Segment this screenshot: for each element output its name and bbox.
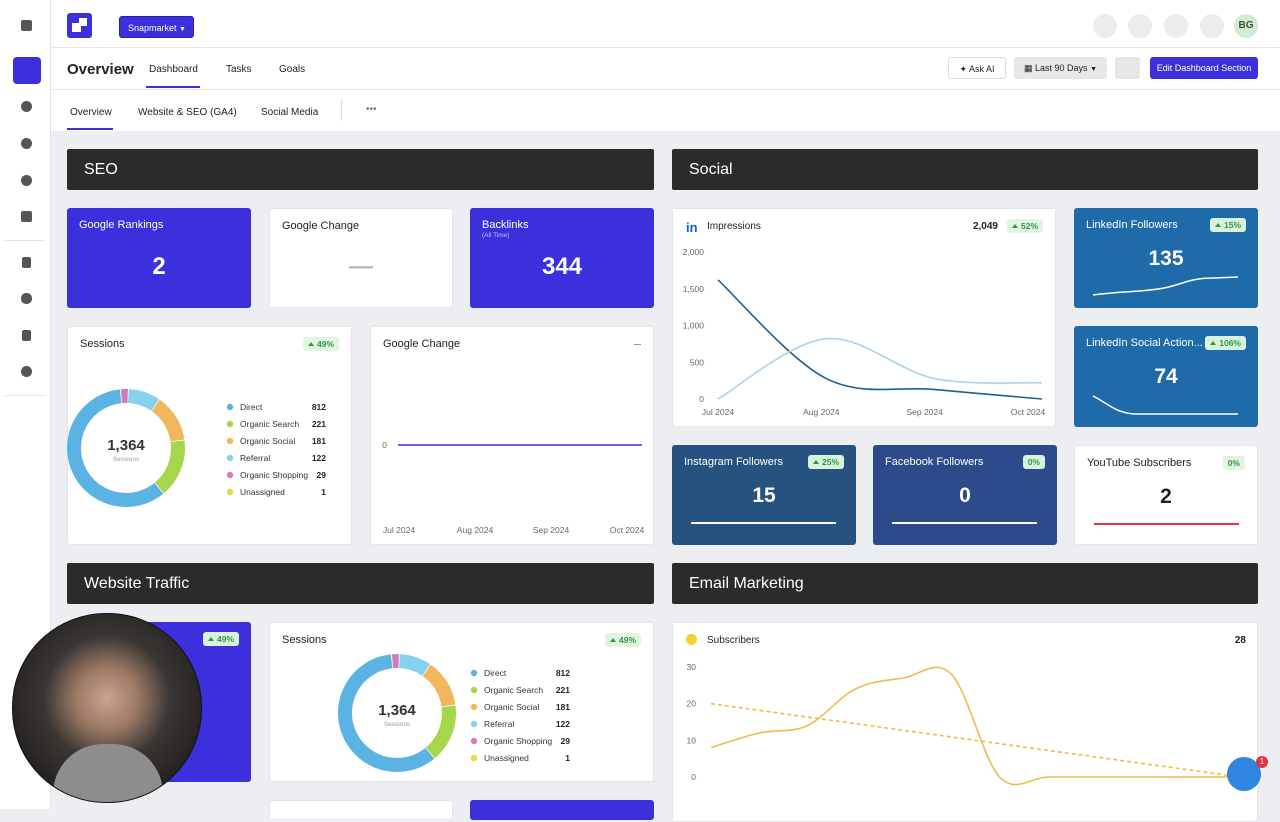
legend-dot — [471, 670, 477, 676]
donut-segment — [128, 396, 155, 405]
x-tick-label: Aug 2024 — [803, 407, 840, 417]
legend-dot — [227, 489, 233, 495]
line-series — [711, 704, 1240, 777]
y-tick-label: 10 — [687, 735, 697, 745]
legend-label: Organic Search — [240, 419, 299, 429]
legend-value: 221 — [556, 685, 570, 695]
x-tick-label: Jul 2024 — [702, 407, 734, 417]
x-tick-label: Jul 2024 — [383, 525, 415, 535]
x-tick-label: Sep 2024 — [906, 407, 943, 417]
legend-label: Direct — [240, 402, 263, 412]
legend-dot — [471, 738, 477, 744]
donut-segment — [427, 670, 449, 705]
legend-value: 29 — [561, 736, 571, 746]
legend-dot — [227, 421, 233, 427]
x-tick-label: Oct 2024 — [1011, 407, 1046, 417]
y-tick-label: 0 — [382, 440, 387, 450]
line-series — [718, 280, 1042, 399]
donut-segment — [430, 706, 449, 753]
legend-label: Organic Search — [484, 685, 543, 695]
legend-dot — [227, 404, 233, 410]
legend-dot — [227, 472, 233, 478]
webcam-overlay — [12, 613, 202, 803]
y-tick-label: 20 — [687, 699, 697, 709]
donut-total-label: Sessions — [113, 456, 140, 463]
legend-label: Organic Social — [240, 436, 295, 446]
legend-dot — [227, 455, 233, 461]
legend-value: 181 — [556, 702, 570, 712]
x-tick-label: Aug 2024 — [457, 525, 494, 535]
legend-label: Referral — [240, 453, 270, 463]
legend-label: Unassigned — [240, 487, 285, 497]
x-tick-label: Sep 2024 — [533, 525, 570, 535]
y-tick-label: 0 — [691, 772, 696, 782]
legend-dot — [471, 755, 477, 761]
donut-total: 1,364 — [107, 437, 145, 454]
legend-value: 1 — [565, 753, 570, 763]
legend-value: 29 — [317, 470, 327, 480]
webcam-body — [53, 744, 163, 803]
legend-label: Direct — [484, 668, 507, 678]
chat-unread-badge: 1 — [1256, 756, 1268, 768]
legend-label: Referral — [484, 719, 514, 729]
y-tick-label: 0 — [699, 394, 704, 404]
donut-segment — [399, 661, 426, 670]
y-tick-label: 1,000 — [683, 321, 705, 331]
legend-value: 221 — [312, 419, 326, 429]
donut-total-label: Sessions — [384, 721, 411, 728]
legend-dot — [471, 704, 477, 710]
x-tick-label: Oct 2024 — [610, 525, 645, 535]
legend-dot — [471, 721, 477, 727]
donut-segment — [156, 405, 178, 440]
legend-label: Organic Shopping — [484, 736, 552, 746]
line-series — [711, 667, 1240, 784]
legend-value: 1 — [321, 487, 326, 497]
legend-label: Organic Shopping — [240, 470, 308, 480]
legend-value: 122 — [556, 719, 570, 729]
y-tick-label: 500 — [690, 357, 704, 367]
legend-value: 122 — [312, 453, 326, 463]
legend-label: Unassigned — [484, 753, 529, 763]
legend-value: 181 — [312, 436, 326, 446]
y-tick-label: 2,000 — [683, 247, 705, 257]
legend-label: Organic Social — [484, 702, 539, 712]
legend-value: 812 — [556, 668, 570, 678]
legend-dot — [471, 687, 477, 693]
y-tick-label: 30 — [687, 662, 697, 672]
donut-segment — [159, 441, 178, 488]
donut-total: 1,364 — [378, 702, 416, 719]
legend-value: 812 — [312, 402, 326, 412]
y-tick-label: 1,500 — [683, 284, 705, 294]
legend-dot — [227, 438, 233, 444]
